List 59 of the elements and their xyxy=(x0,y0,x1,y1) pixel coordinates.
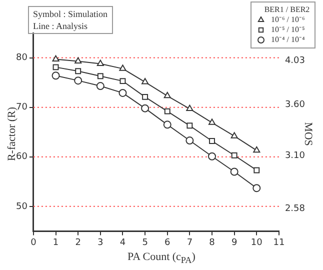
y2-axis-title: MOS xyxy=(302,122,314,146)
point xyxy=(119,64,126,71)
y2-tick-label: 4.03 xyxy=(284,56,306,66)
legend-label: 10⁻⁶ / 10⁻⁶ xyxy=(271,15,306,24)
x-tick-label: 3 xyxy=(98,238,104,248)
x-tick-label: 8 xyxy=(209,238,216,248)
point xyxy=(96,60,104,66)
point xyxy=(52,72,60,80)
text: Symbol : Simulation xyxy=(33,8,108,20)
y-tick-label: 80 xyxy=(16,53,28,64)
point xyxy=(164,108,170,114)
point xyxy=(208,118,216,125)
y2-tick-label: 3.60 xyxy=(284,100,306,110)
point xyxy=(186,136,194,145)
point xyxy=(186,122,193,129)
point xyxy=(164,92,171,98)
x-tick-label: 4 xyxy=(120,238,126,248)
point xyxy=(230,132,238,138)
y-tick-label: 70 xyxy=(16,102,28,113)
x-tick-label: 6 xyxy=(164,238,170,248)
point xyxy=(163,120,172,129)
point xyxy=(253,146,260,153)
point xyxy=(74,57,82,64)
point xyxy=(186,104,194,112)
point xyxy=(142,94,148,100)
point xyxy=(96,82,104,90)
point xyxy=(74,76,82,85)
point xyxy=(254,167,260,174)
point xyxy=(208,152,216,160)
point xyxy=(231,152,238,158)
x-tick-label: 0 xyxy=(30,238,37,248)
legend-label: 10⁻⁴ / 10⁻⁴ xyxy=(271,35,306,44)
x-tick-label: 1 xyxy=(52,238,59,248)
point xyxy=(118,88,127,97)
y-tick-label: 50 xyxy=(16,202,28,212)
point xyxy=(75,68,82,74)
point xyxy=(252,184,261,192)
legend-title: BER1 / BER2 xyxy=(264,5,310,14)
legend-label: 10⁻⁵ / 10⁻⁵ xyxy=(271,25,306,34)
x-tick-label: 10 xyxy=(250,238,263,248)
point xyxy=(97,73,104,80)
y2-tick-label: 2.58 xyxy=(284,204,306,214)
point xyxy=(120,78,126,84)
y2-tick-label: 3.10 xyxy=(284,150,306,161)
point xyxy=(52,55,60,62)
x-tick-label: 5 xyxy=(142,238,148,248)
x-axis-title: PA Count (c$_{PA}$) xyxy=(126,251,196,266)
point xyxy=(141,104,150,112)
point xyxy=(142,78,149,84)
y-tick-label: 60 xyxy=(16,152,28,162)
x-tick-label: 9 xyxy=(231,238,238,248)
point xyxy=(209,138,215,144)
x-tick-label: 11 xyxy=(273,238,285,248)
x-tick-label: 7 xyxy=(186,238,193,248)
point xyxy=(230,168,238,176)
x-tick-label: 2 xyxy=(75,238,81,248)
point xyxy=(52,64,59,70)
y-axis-title: R-factor (R) xyxy=(6,106,18,164)
text: Line : Analysis xyxy=(33,20,88,32)
